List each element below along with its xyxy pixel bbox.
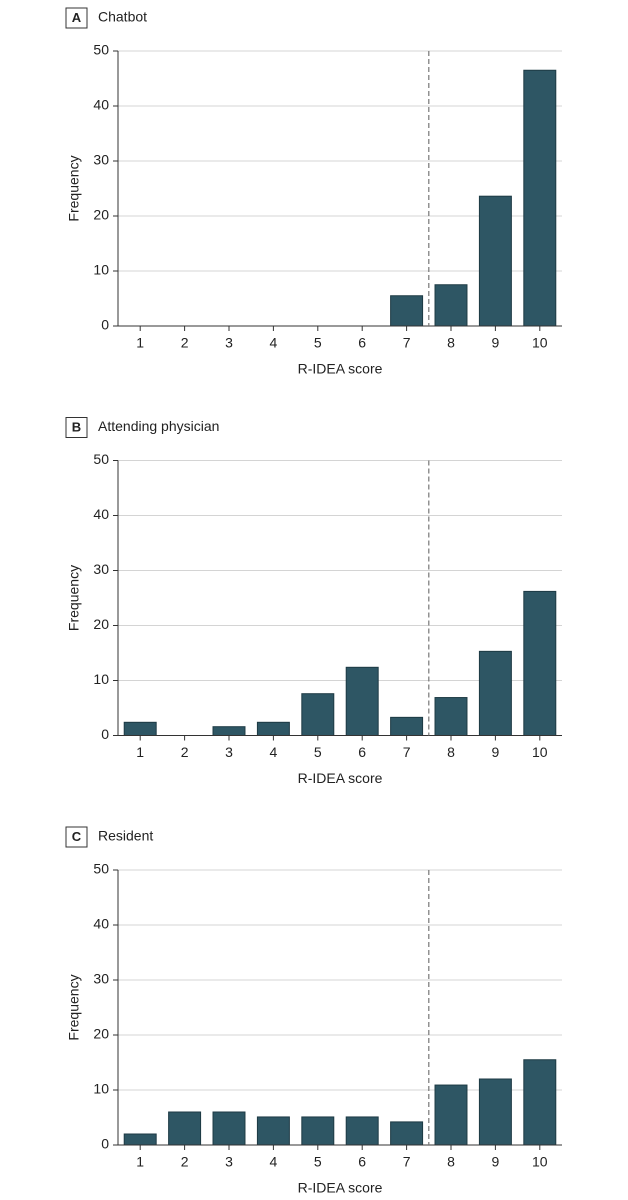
- bar: [256, 1116, 290, 1146]
- y-tick-label: 20: [93, 1026, 109, 1042]
- y-tick-label: 10: [93, 262, 109, 278]
- bar: [434, 284, 468, 327]
- y-tick-label: 30: [93, 152, 109, 168]
- bar: [523, 69, 557, 327]
- x-tick-label: 5: [314, 1154, 322, 1170]
- y-tick-label: 20: [93, 207, 109, 223]
- x-tick-label: 7: [403, 335, 411, 351]
- y-tick-label: 0: [101, 1136, 109, 1152]
- bar: [523, 1059, 557, 1146]
- x-tick-label: 9: [492, 744, 500, 760]
- x-tick-label: 5: [314, 744, 322, 760]
- y-tick-label: 0: [101, 317, 109, 333]
- panel-letter: B: [72, 419, 81, 434]
- x-tick-label: 6: [358, 335, 366, 351]
- bar: [390, 295, 424, 327]
- panel-letter-box: [65, 417, 88, 438]
- y-tick-label: 50: [93, 451, 109, 467]
- panel-letter: C: [72, 829, 82, 844]
- x-axis-title: R-IDEA score: [298, 1180, 383, 1196]
- bar: [478, 195, 512, 327]
- x-axis-title: R-IDEA score: [298, 361, 383, 377]
- bar: [434, 697, 468, 736]
- bar: [390, 1121, 424, 1146]
- panel-letter: A: [72, 10, 82, 25]
- bar: [390, 716, 424, 736]
- x-tick-label: 4: [270, 744, 278, 760]
- x-tick-label: 3: [225, 335, 233, 351]
- x-tick-label: 2: [181, 744, 189, 760]
- bar: [256, 721, 290, 736]
- panel-letter-box: [65, 826, 88, 848]
- x-tick-label: 7: [403, 744, 411, 760]
- bar: [345, 1116, 379, 1146]
- y-tick-label: 40: [93, 916, 109, 932]
- y-tick-label: 0: [101, 726, 109, 742]
- chart-title: Attending physician: [98, 418, 219, 434]
- bar: [345, 666, 379, 736]
- x-tick-label: 4: [270, 1154, 278, 1170]
- x-tick-label: 8: [447, 335, 455, 351]
- y-tick-label: 40: [93, 97, 109, 113]
- bar: [434, 1084, 468, 1146]
- bar: [123, 721, 157, 736]
- bar: [123, 1133, 157, 1146]
- x-tick-label: 9: [492, 335, 500, 351]
- bar: [478, 650, 512, 736]
- x-tick-label: 2: [181, 1154, 189, 1170]
- chart-title: Resident: [98, 828, 153, 844]
- x-tick-label: 2: [181, 335, 189, 351]
- x-tick-label: 6: [358, 744, 366, 760]
- x-tick-label: 7: [403, 1154, 411, 1170]
- x-tick-label: 1: [136, 744, 144, 760]
- y-tick-label: 40: [93, 506, 109, 522]
- x-tick-label: 6: [358, 1154, 366, 1170]
- x-tick-label: 4: [270, 335, 278, 351]
- x-tick-label: 10: [532, 335, 548, 351]
- bar: [212, 1111, 246, 1146]
- x-tick-label: 3: [225, 744, 233, 760]
- y-tick-label: 30: [93, 971, 109, 987]
- x-tick-label: 10: [532, 744, 548, 760]
- y-axis-title: Frequency: [66, 155, 82, 221]
- x-tick-label: 1: [136, 1154, 144, 1170]
- bar: [478, 1078, 512, 1146]
- x-tick-label: 8: [447, 1154, 455, 1170]
- y-axis-title: Frequency: [66, 974, 82, 1040]
- y-tick-label: 10: [93, 1081, 109, 1097]
- x-tick-label: 1: [136, 335, 144, 351]
- x-tick-label: 10: [532, 1154, 548, 1170]
- x-tick-label: 5: [314, 335, 322, 351]
- y-tick-label: 50: [93, 42, 109, 58]
- x-tick-label: 8: [447, 744, 455, 760]
- x-axis-title: R-IDEA score: [298, 770, 383, 786]
- y-tick-label: 20: [93, 616, 109, 632]
- y-tick-label: 30: [93, 561, 109, 577]
- y-axis-title: Frequency: [66, 565, 82, 631]
- chart-title: Chatbot: [98, 9, 147, 25]
- bar: [212, 726, 246, 737]
- bar: [168, 1111, 202, 1146]
- x-tick-label: 3: [225, 1154, 233, 1170]
- y-tick-label: 10: [93, 671, 109, 687]
- bar: [301, 693, 335, 737]
- bar: [301, 1116, 335, 1146]
- panel-letter-box: [65, 7, 88, 29]
- y-tick-label: 50: [93, 861, 109, 877]
- bar: [523, 590, 557, 737]
- x-tick-label: 9: [492, 1154, 500, 1170]
